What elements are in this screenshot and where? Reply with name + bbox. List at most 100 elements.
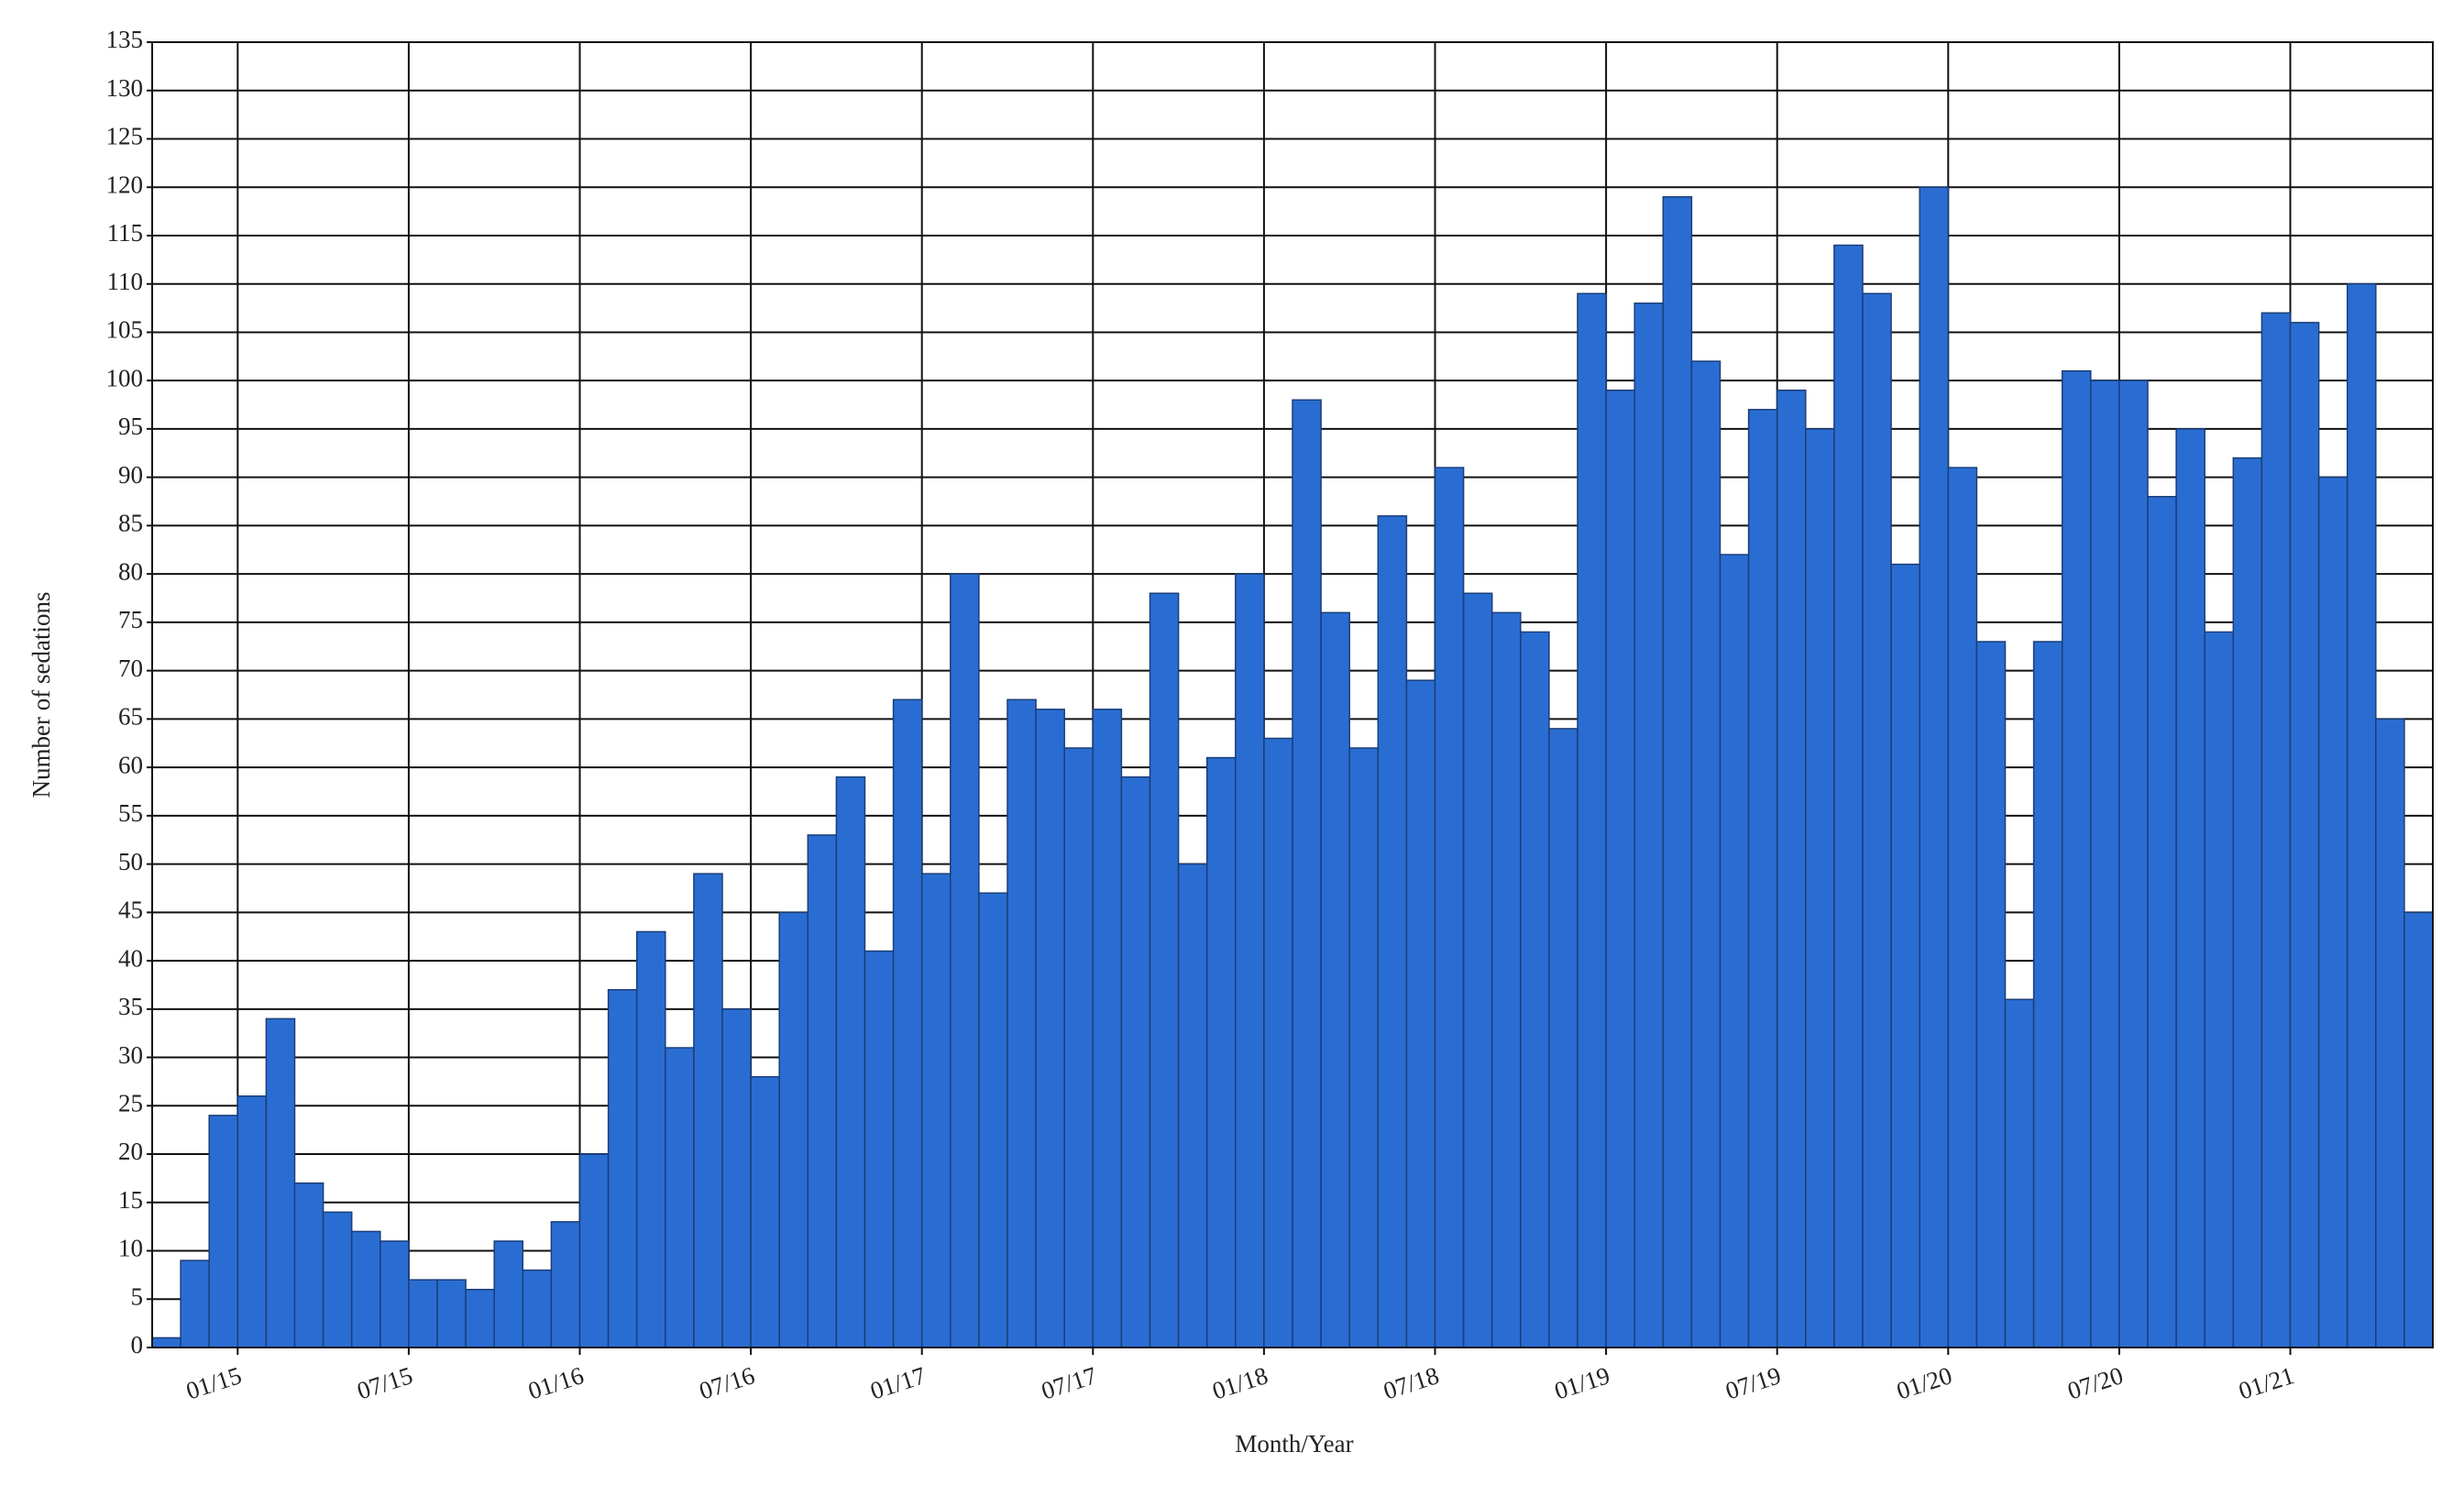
- bar: [1263, 737, 1293, 1348]
- bar: [1405, 679, 1436, 1348]
- x-tick-label: 07/18: [1380, 1361, 1442, 1405]
- bar: [293, 1182, 324, 1348]
- bar: [2204, 631, 2235, 1348]
- bar: [1919, 186, 1950, 1348]
- y-tick-label: 75: [118, 606, 143, 633]
- bar: [2375, 718, 2405, 1348]
- bar: [265, 1018, 296, 1348]
- bar: [864, 950, 895, 1348]
- y-tick-label: 120: [106, 170, 144, 198]
- y-tick-label: 95: [118, 412, 143, 440]
- y-tick-label: 125: [106, 123, 144, 150]
- bar: [1320, 611, 1350, 1348]
- x-tick-label: 07/19: [1722, 1361, 1785, 1405]
- bar: [2118, 380, 2149, 1348]
- bar: [950, 573, 980, 1348]
- bar: [1120, 776, 1151, 1348]
- x-axis-label: Month/Year: [1235, 1430, 1353, 1458]
- bar: [1776, 389, 1807, 1348]
- y-tick-label: 105: [106, 316, 144, 344]
- y-tick-label: 15: [118, 1186, 143, 1214]
- bar: [2289, 322, 2320, 1348]
- y-tick-label: 10: [118, 1235, 143, 1262]
- bar: [1719, 554, 1750, 1348]
- bar: [550, 1221, 581, 1348]
- bar: [493, 1240, 524, 1348]
- bar: [2404, 911, 2434, 1348]
- bar: [750, 1075, 780, 1348]
- bar: [1690, 360, 1722, 1348]
- bar: [1577, 292, 1607, 1348]
- bar: [1348, 747, 1380, 1348]
- bar: [1747, 409, 1778, 1348]
- bar: [2061, 369, 2092, 1348]
- bar: [1092, 709, 1123, 1348]
- bar: [1947, 467, 1978, 1348]
- bar: [1377, 515, 1408, 1348]
- y-tick-label: 130: [106, 74, 144, 102]
- bar: [180, 1260, 210, 1348]
- x-tick-label: 07/17: [1038, 1361, 1100, 1405]
- bar: [151, 1336, 182, 1348]
- bar: [607, 988, 638, 1348]
- bar: [1862, 292, 1892, 1348]
- bar: [1490, 611, 1522, 1348]
- y-axis-label: Number of sedations: [28, 592, 55, 798]
- bar: [2317, 476, 2348, 1348]
- x-tick-label: 07/16: [696, 1361, 758, 1405]
- y-tick-label: 0: [131, 1331, 144, 1358]
- bar: [2260, 312, 2292, 1348]
- bar: [1975, 641, 2007, 1348]
- x-tick-label: 01/15: [182, 1361, 245, 1405]
- y-tick-label: 110: [107, 268, 144, 295]
- x-tick-label: 07/20: [2064, 1361, 2127, 1405]
- bar: [208, 1115, 239, 1348]
- y-tick-label: 60: [118, 751, 143, 778]
- bar: [1177, 863, 1208, 1348]
- y-tick-label: 50: [118, 848, 143, 875]
- bar: [2147, 496, 2177, 1348]
- bar: [2090, 380, 2120, 1348]
- y-tick-label: 85: [118, 510, 143, 537]
- bar: [522, 1269, 553, 1348]
- bar: [920, 873, 952, 1348]
- bar: [2346, 282, 2377, 1348]
- bar: [2004, 998, 2035, 1348]
- bar: [635, 930, 666, 1348]
- bar: [1235, 573, 1265, 1348]
- x-tick-label: 01/18: [1209, 1361, 1271, 1405]
- y-tick-label: 35: [118, 993, 143, 1020]
- x-tick-label: 01/16: [524, 1361, 587, 1405]
- x-tick-label: 01/19: [1551, 1361, 1613, 1405]
- bar: [1634, 302, 1665, 1348]
- bar: [1890, 563, 1920, 1348]
- y-tick-label: 65: [118, 703, 143, 731]
- bar: [1520, 631, 1550, 1348]
- bar: [465, 1288, 495, 1348]
- y-tick-label: 5: [131, 1282, 144, 1310]
- y-tick-label: 30: [118, 1041, 143, 1069]
- bar: [665, 1047, 695, 1348]
- bar: [835, 776, 866, 1348]
- bar: [1063, 747, 1094, 1348]
- bar: [236, 1094, 268, 1348]
- bar: [807, 834, 838, 1348]
- bar: [1548, 728, 1578, 1348]
- bar: [1292, 399, 1322, 1348]
- bar: [350, 1230, 381, 1348]
- bar: [693, 873, 723, 1348]
- y-tick-label: 25: [118, 1089, 143, 1116]
- bar: [2032, 641, 2063, 1348]
- bar: [1833, 244, 1864, 1348]
- bar: [892, 698, 923, 1348]
- y-tick-label: 20: [118, 1138, 143, 1165]
- bar: [578, 1153, 610, 1348]
- y-tick-label: 90: [118, 461, 143, 489]
- y-tick-label: 40: [118, 944, 143, 972]
- x-tick-label: 01/21: [2235, 1361, 2297, 1405]
- bar: [1149, 592, 1180, 1348]
- bar: [778, 911, 809, 1348]
- bar: [1605, 389, 1635, 1348]
- bar: [1462, 592, 1493, 1348]
